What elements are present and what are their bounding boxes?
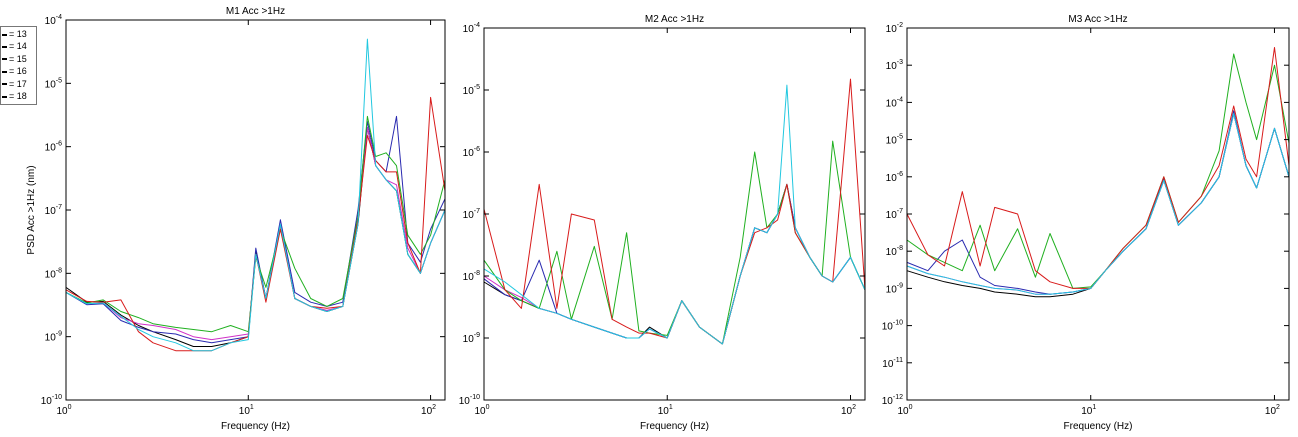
legend-label: = 18 — [9, 91, 27, 102]
series-line-14 — [483, 78, 866, 345]
x-axis-label: Frequency (Hz) — [640, 421, 709, 432]
y-tick-label: 10-7 — [45, 204, 62, 217]
x-tick-label: 100 — [897, 404, 912, 417]
y-tick-label: 10-5 — [463, 84, 480, 97]
y-tick-label: 10-9 — [886, 282, 903, 295]
legend-label: = 17 — [9, 78, 27, 89]
series-line-15 — [906, 53, 1290, 289]
series-line-13 — [906, 113, 1290, 298]
plot-frame — [483, 27, 866, 401]
series-line-18 — [906, 113, 1290, 295]
y-tick-label: 10-6 — [886, 171, 903, 184]
legend-entry-18: = 18 — [1, 90, 36, 102]
y-tick-label: 10-5 — [886, 134, 903, 147]
y-tick-label: 10-8 — [886, 245, 903, 258]
y-tick-label: 10-3 — [886, 59, 903, 72]
y-tick-label: 10-6 — [463, 146, 480, 159]
series-line-17 — [906, 113, 1290, 295]
plot-frame — [906, 27, 1290, 401]
plot-frame — [65, 19, 446, 401]
y-tick-label: 10-8 — [463, 270, 480, 283]
legend-entry-13: = 13 — [1, 28, 36, 40]
legend-swatch — [2, 70, 7, 73]
x-tick-label: 101 — [1081, 404, 1096, 417]
y-tick-label: 10-4 — [45, 14, 62, 27]
x-tick-label: 101 — [239, 404, 254, 417]
chart-title: M2 Acc >1Hz — [645, 14, 704, 25]
x-tick-label: 100 — [474, 404, 489, 417]
series-line-14 — [906, 47, 1290, 289]
x-tick-label: 102 — [1265, 404, 1280, 417]
series-line-16 — [65, 115, 446, 344]
legend: = 13 = 14 = 15 = 16 = 17 = 18 — [0, 26, 37, 106]
legend-label: = 13 — [9, 29, 27, 39]
y-tick-label: 10-7 — [886, 208, 903, 221]
x-tick-label: 101 — [658, 404, 673, 417]
y-tick-label: 10-9 — [463, 332, 480, 345]
series-line-18 — [65, 38, 446, 352]
y-tick-label: 10-2 — [886, 22, 903, 35]
legend-entry-17: = 17 — [1, 78, 36, 90]
legend-entry-16: = 16 — [1, 65, 36, 77]
x-axis-label: Frequency (Hz) — [221, 421, 290, 432]
legend-swatch — [2, 83, 7, 86]
y-tick-label: 10-8 — [45, 267, 62, 280]
y-tick-label: 10-10 — [882, 320, 903, 333]
legend-entry-15: = 15 — [1, 53, 36, 65]
x-axis-label: Frequency (Hz) — [1064, 421, 1133, 432]
y-axis-label: PSD Acc >1Hz (nm) — [26, 165, 37, 254]
legend-swatch — [2, 95, 7, 98]
legend-label: = 16 — [9, 66, 27, 77]
legend-entry-14: = 14 — [1, 40, 36, 52]
x-tick-label: 100 — [56, 404, 71, 417]
series-line-15 — [483, 140, 866, 345]
y-tick-label: 10-4 — [463, 22, 480, 35]
y-tick-label: 10-9 — [45, 331, 62, 344]
legend-label: = 15 — [9, 53, 27, 64]
y-tick-label: 10-4 — [886, 96, 903, 109]
chart-title: M1 Acc >1Hz — [226, 6, 285, 17]
chart-title: M3 Acc >1Hz — [1068, 14, 1127, 25]
series-line-18 — [483, 84, 866, 345]
legend-swatch — [2, 46, 7, 49]
legend-swatch — [2, 58, 7, 61]
y-tick-label: 10-6 — [45, 141, 62, 154]
y-tick-label: 10-5 — [45, 77, 62, 90]
legend-label: = 14 — [9, 41, 27, 52]
x-tick-label: 102 — [841, 404, 856, 417]
series-line-14 — [65, 96, 446, 352]
y-tick-label: 10-7 — [463, 208, 480, 221]
x-tick-label: 102 — [421, 404, 436, 417]
chart-panel-3: 10-1210-1110-1010-910-810-710-610-510-41… — [882, 14, 1290, 432]
y-tick-label: 10-11 — [882, 357, 903, 370]
legend-swatch — [2, 33, 7, 36]
series-line-15 — [65, 115, 446, 333]
